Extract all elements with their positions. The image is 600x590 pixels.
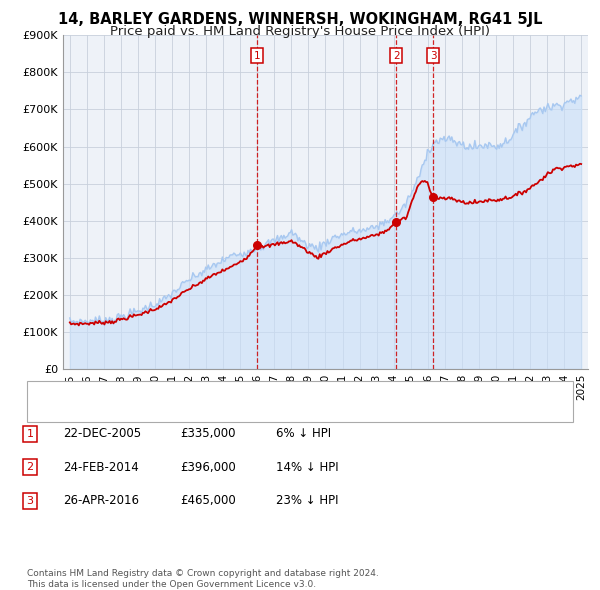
Text: 24-FEB-2014: 24-FEB-2014 bbox=[63, 461, 139, 474]
Text: 14, BARLEY GARDENS, WINNERSH, WOKINGHAM, RG41 5JL (detached house): 14, BARLEY GARDENS, WINNERSH, WOKINGHAM,… bbox=[60, 387, 490, 397]
Text: 6% ↓ HPI: 6% ↓ HPI bbox=[276, 427, 331, 440]
Text: Price paid vs. HM Land Registry's House Price Index (HPI): Price paid vs. HM Land Registry's House … bbox=[110, 25, 490, 38]
Text: 23% ↓ HPI: 23% ↓ HPI bbox=[276, 494, 338, 507]
Text: 1: 1 bbox=[26, 429, 34, 438]
Text: 14% ↓ HPI: 14% ↓ HPI bbox=[276, 461, 338, 474]
Text: HPI: Average price, detached house, Wokingham: HPI: Average price, detached house, Woki… bbox=[60, 407, 332, 417]
Text: 22-DEC-2005: 22-DEC-2005 bbox=[63, 427, 141, 440]
Text: 14, BARLEY GARDENS, WINNERSH, WOKINGHAM, RG41 5JL: 14, BARLEY GARDENS, WINNERSH, WOKINGHAM,… bbox=[58, 12, 542, 27]
Text: 3: 3 bbox=[26, 496, 34, 506]
Text: 26-APR-2016: 26-APR-2016 bbox=[63, 494, 139, 507]
Text: £396,000: £396,000 bbox=[180, 461, 236, 474]
Text: £465,000: £465,000 bbox=[180, 494, 236, 507]
Text: This data is licensed under the Open Government Licence v3.0.: This data is licensed under the Open Gov… bbox=[27, 579, 316, 589]
Text: 3: 3 bbox=[430, 51, 437, 61]
Text: Contains HM Land Registry data © Crown copyright and database right 2024.: Contains HM Land Registry data © Crown c… bbox=[27, 569, 379, 578]
Text: 2: 2 bbox=[393, 51, 400, 61]
Text: 2: 2 bbox=[26, 463, 34, 472]
Text: 1: 1 bbox=[254, 51, 260, 61]
Text: £335,000: £335,000 bbox=[180, 427, 235, 440]
